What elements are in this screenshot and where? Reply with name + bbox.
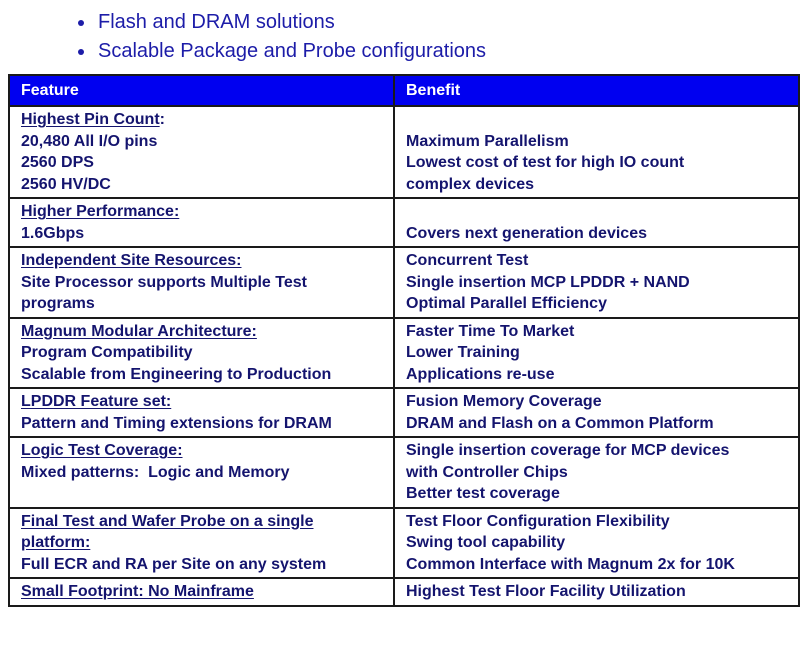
table-row: LPDDR Feature set: Pattern and Timing ex… bbox=[8, 387, 800, 438]
feature-line: Program Compatibility bbox=[21, 344, 193, 361]
benefit-line: Single insertion MCP LPDDR + NAND bbox=[406, 273, 690, 291]
feature-title: Small Footprint: No Mainframe bbox=[21, 583, 254, 600]
table-row: Higher Performance: 1.6Gbps Covers next … bbox=[8, 197, 800, 248]
table-header-row: Feature Benefit bbox=[8, 74, 800, 107]
benefit-line: Test Floor Configuration Flexibility bbox=[406, 512, 670, 530]
feature-cell: Independent Site Resources: Site Process… bbox=[8, 246, 395, 319]
benefit-line: Better test coverage bbox=[406, 485, 560, 502]
feature-cell: Highest Pin Count: 20,480 All I/O pins 2… bbox=[8, 105, 395, 199]
benefit-line: Concurrent Test bbox=[406, 252, 529, 269]
feature-line: 2560 DPS bbox=[21, 154, 94, 171]
benefit-line: DRAM and Flash on a Common Platform bbox=[406, 414, 714, 432]
column-header-feature: Feature bbox=[8, 74, 395, 107]
bullet-text: Scalable Package and Probe configuration… bbox=[98, 40, 487, 62]
benefit-line: Common Interface with Magnum 2x for 10K bbox=[406, 555, 735, 573]
feature-benefit-table: Feature Benefit Highest Pin Count: 20,48… bbox=[8, 74, 800, 607]
feature-cell: Higher Performance: 1.6Gbps bbox=[8, 197, 395, 248]
intro-bullet-list: Flash and DRAM solutions Scalable Packag… bbox=[76, 8, 486, 66]
benefit-line bbox=[406, 201, 788, 223]
benefit-line: Lower Training bbox=[406, 344, 520, 361]
benefit-line: Highest Test Floor Facility Utilization bbox=[406, 583, 686, 600]
benefit-cell: Covers next generation devices bbox=[393, 197, 800, 248]
feature-cell: Logic Test Coverage: Mixed patterns: Log… bbox=[8, 436, 395, 509]
benefit-cell: Concurrent Test Single insertion MCP LPD… bbox=[393, 246, 800, 319]
feature-title: Highest Pin Count bbox=[21, 111, 160, 128]
feature-line: 20,480 All I/O pins bbox=[21, 132, 158, 150]
feature-line: Scalable from Engineering to Production bbox=[21, 365, 332, 383]
feature-cell: Final Test and Wafer Probe on a single p… bbox=[8, 506, 395, 579]
feature-line: Site Processor supports Multiple Test bbox=[21, 273, 307, 291]
benefit-line: with Controller Chips bbox=[406, 463, 568, 481]
table-row: Magnum Modular Architecture: Program Com… bbox=[8, 316, 800, 389]
benefit-line: Single insertion coverage for MCP device… bbox=[406, 442, 730, 459]
bullet-item: Flash and DRAM solutions bbox=[76, 8, 486, 37]
benefit-cell: Highest Test Floor Facility Utilization bbox=[393, 577, 800, 607]
feature-title: LPDDR Feature set: bbox=[21, 393, 172, 410]
benefit-cell: Faster Time To Market Lower Training App… bbox=[393, 316, 800, 389]
feature-line: 2560 HV/DC bbox=[21, 175, 111, 193]
feature-title: Independent Site Resources: bbox=[21, 252, 242, 269]
benefit-line: Optimal Parallel Efficiency bbox=[406, 295, 607, 312]
bullet-dot-icon bbox=[78, 20, 84, 26]
benefit-line: Lowest cost of test for high IO count bbox=[406, 154, 685, 171]
feature-title: Final Test and Wafer Probe on a single p… bbox=[21, 512, 314, 552]
benefit-line: Swing tool capability bbox=[406, 534, 566, 551]
benefit-line: Applications re-use bbox=[406, 365, 555, 383]
benefit-line: Covers next generation devices bbox=[406, 224, 647, 242]
column-header-benefit: Benefit bbox=[393, 74, 800, 107]
feature-cell: Magnum Modular Architecture: Program Com… bbox=[8, 316, 395, 389]
benefit-cell: Test Floor Configuration Flexibility Swi… bbox=[393, 506, 800, 579]
feature-line: Mixed patterns: Logic and Memory bbox=[21, 463, 290, 481]
feature-line: Full ECR and RA per Site on any system bbox=[21, 555, 327, 573]
bullet-text: Flash and DRAM solutions bbox=[98, 11, 335, 33]
table-row: Independent Site Resources: Site Process… bbox=[8, 246, 800, 319]
benefit-cell: Single insertion coverage for MCP device… bbox=[393, 436, 800, 509]
feature-title-suffix: : bbox=[159, 111, 165, 128]
bullet-item: Scalable Package and Probe configuration… bbox=[76, 37, 486, 66]
feature-line: programs bbox=[21, 295, 95, 312]
feature-line: 1.6Gbps bbox=[21, 224, 85, 242]
table-row: Logic Test Coverage: Mixed patterns: Log… bbox=[8, 436, 800, 509]
table-row: Small Footprint: No Mainframe Highest Te… bbox=[8, 577, 800, 607]
feature-title: Higher Performance: bbox=[21, 203, 180, 220]
benefit-cell: Fusion Memory Coverage DRAM and Flash on… bbox=[393, 387, 800, 438]
benefit-cell: Maximum Parallelism Lowest cost of test … bbox=[393, 105, 800, 199]
benefit-line: Faster Time To Market bbox=[406, 322, 575, 340]
benefit-line: Maximum Parallelism bbox=[406, 132, 569, 150]
bullet-dot-icon bbox=[78, 49, 84, 55]
feature-title: Magnum Modular Architecture: bbox=[21, 322, 257, 340]
table-row: Highest Pin Count: 20,480 All I/O pins 2… bbox=[8, 105, 800, 199]
benefit-line: complex devices bbox=[406, 175, 535, 193]
benefit-line: Fusion Memory Coverage bbox=[406, 393, 602, 410]
table-row: Final Test and Wafer Probe on a single p… bbox=[8, 506, 800, 579]
benefit-line bbox=[406, 109, 788, 131]
feature-title: Logic Test Coverage: bbox=[21, 442, 183, 459]
feature-cell: LPDDR Feature set: Pattern and Timing ex… bbox=[8, 387, 395, 438]
feature-cell: Small Footprint: No Mainframe bbox=[8, 577, 395, 607]
feature-line: Pattern and Timing extensions for DRAM bbox=[21, 414, 332, 432]
